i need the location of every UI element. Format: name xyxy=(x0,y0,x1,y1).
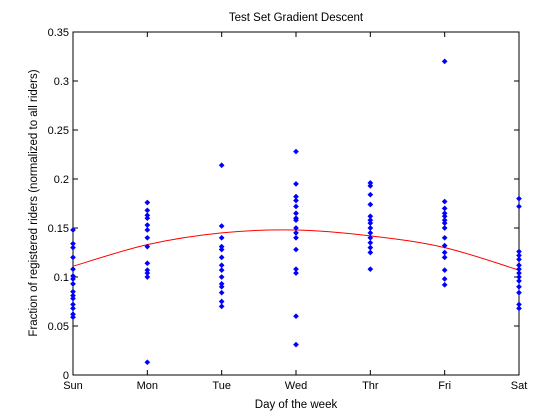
y-tick-label: 0.15 xyxy=(48,223,69,235)
x-axis-label: Day of the week xyxy=(255,399,338,411)
x-tick-label: Sun xyxy=(63,380,83,392)
y-tick-label: 0.25 xyxy=(48,125,69,137)
y-tick-label: 0.35 xyxy=(48,27,69,39)
y-tick-label: 0.1 xyxy=(54,272,69,284)
y-tick-label: 0.05 xyxy=(48,321,69,333)
y-axis-label: Fraction of registered riders (normalize… xyxy=(28,69,40,336)
x-tick-label: Fri xyxy=(438,380,451,392)
chart-title: Test Set Gradient Descent xyxy=(229,12,364,24)
y-tick-label: 0.2 xyxy=(54,174,69,186)
x-tick-label: Mon xyxy=(137,380,158,392)
x-tick-label: Thr xyxy=(362,380,379,392)
x-tick-label: Sat xyxy=(511,380,528,392)
y-tick-label: 0.3 xyxy=(54,76,69,88)
x-tick-label: Tue xyxy=(212,380,231,392)
x-tick-label: Wed xyxy=(285,380,307,392)
